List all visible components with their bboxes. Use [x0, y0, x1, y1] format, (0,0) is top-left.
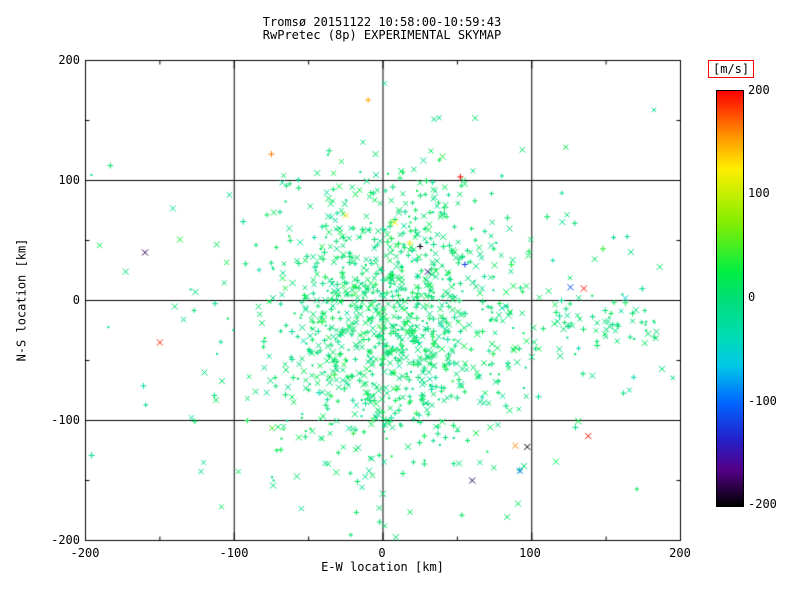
- plot-title-line2: RwPretec (8p) EXPERIMENTAL SKYMAP: [262, 28, 502, 42]
- y-tick-label-4: -200: [51, 533, 80, 547]
- y-tick-label-3: -100: [51, 413, 80, 427]
- x-tick-label-0: -200: [70, 546, 100, 560]
- colorbar-tick-label-4: -200: [748, 497, 777, 511]
- colorbar-tick-label-3: -100: [748, 394, 777, 408]
- x-tick-label-3: 100: [519, 546, 541, 560]
- x-axis-label: E-W location [km]: [321, 560, 444, 574]
- x-tick-label-4: 200: [669, 546, 691, 560]
- colorbar-units-label: [m/s]: [708, 60, 755, 78]
- y-axis-label: N-S location [km]: [14, 238, 29, 362]
- colorbar-tick-label-2: 0: [748, 290, 756, 304]
- x-tick-label-2: 0: [378, 546, 386, 560]
- x-tick-label-1: -100: [219, 546, 249, 560]
- colorbar-tick-label-0: 200: [748, 83, 770, 97]
- colorbar-tick-label-1: 100: [748, 186, 770, 200]
- colorbar-gradient: [716, 90, 744, 507]
- y-tick-label-0: 200: [58, 53, 80, 67]
- y-tick-label-2: 0: [72, 293, 80, 307]
- plot-title-line1: Tromsø 20151122 10:58:00-10:59:43: [262, 15, 502, 29]
- y-tick-label-1: 100: [58, 173, 80, 187]
